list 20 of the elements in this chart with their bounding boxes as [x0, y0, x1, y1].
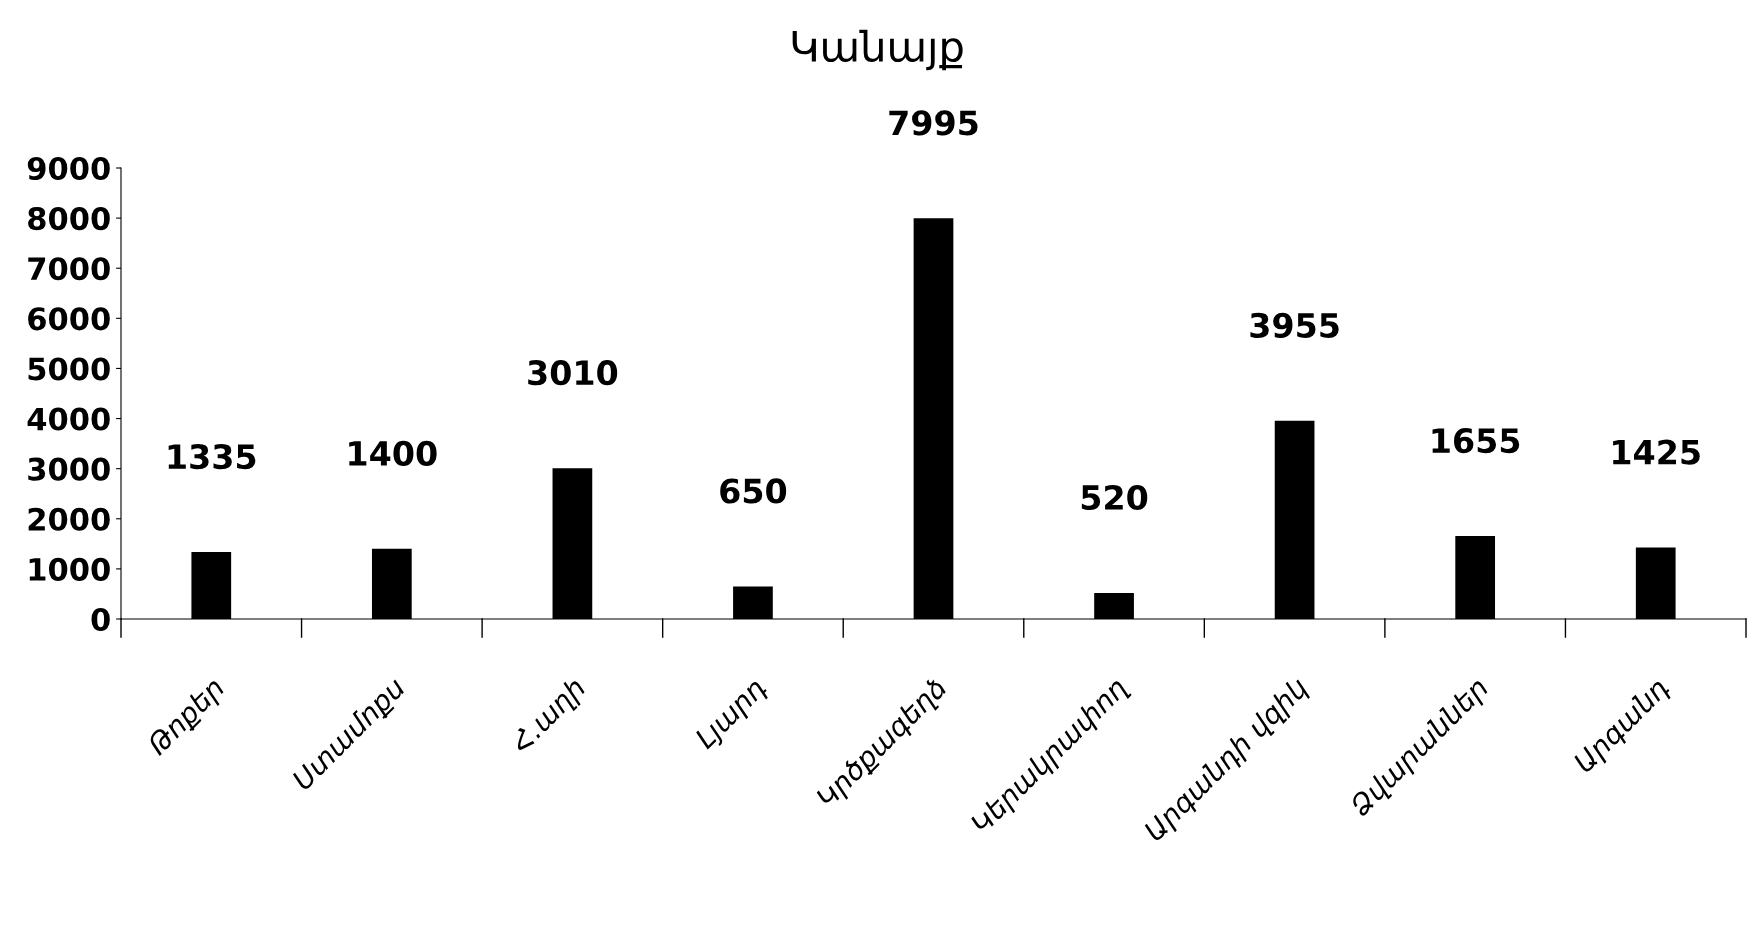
- y-tick-label: 2000: [28, 507, 110, 531]
- data-label: 520: [1081, 484, 1148, 511]
- data-label: 1335: [168, 444, 256, 470]
- chart-title: Կանայք: [792, 29, 963, 71]
- y-tick-label: 4000: [27, 407, 110, 431]
- data-label: 7995: [889, 110, 978, 136]
- data-label: 3955: [1250, 312, 1339, 338]
- y-tick-label: 0: [91, 607, 110, 632]
- y-tick-label: 3000: [28, 457, 110, 481]
- data-label: 1425: [1613, 439, 1700, 465]
- data-label: 650: [720, 478, 787, 504]
- y-tick-label: 8000: [28, 207, 110, 231]
- data-label: 3010: [528, 360, 618, 386]
- data-label: 1655: [1432, 428, 1520, 454]
- y-tick-label: 9000: [27, 156, 110, 181]
- y-tick-label: 7000: [28, 257, 110, 281]
- y-tick-label: 6000: [28, 307, 110, 331]
- data-label: 1400: [349, 440, 437, 466]
- y-tick-label: 5000: [28, 357, 110, 381]
- y-tick-label: 1000: [29, 557, 110, 581]
